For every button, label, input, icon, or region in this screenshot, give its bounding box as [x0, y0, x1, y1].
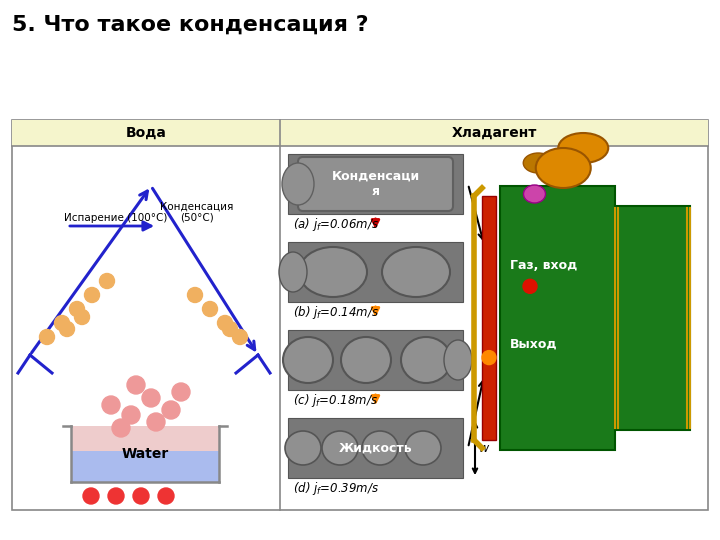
Bar [288, 242, 463, 302]
Text: Испарение (100°C): Испарение (100°C) [64, 213, 167, 223]
Circle shape [108, 488, 124, 504]
Circle shape [233, 329, 248, 345]
Bar [12, 120, 708, 510]
Ellipse shape [536, 148, 590, 188]
Ellipse shape [523, 153, 553, 173]
Circle shape [147, 413, 165, 431]
Circle shape [83, 488, 99, 504]
Circle shape [217, 315, 233, 330]
Circle shape [122, 406, 140, 424]
Ellipse shape [279, 252, 307, 292]
Bar [280, 120, 708, 146]
Text: (b) $j_f$=0.14m/s: (b) $j_f$=0.14m/s [293, 304, 379, 321]
Ellipse shape [523, 185, 546, 203]
Circle shape [202, 301, 217, 316]
Circle shape [222, 321, 238, 336]
Text: Конденсаци
я: Конденсаци я [331, 170, 420, 198]
Text: (c) $j_f$=0.18m/s: (c) $j_f$=0.18m/s [293, 392, 378, 409]
Ellipse shape [299, 247, 367, 297]
Circle shape [60, 321, 74, 336]
Circle shape [102, 396, 120, 414]
Circle shape [40, 329, 55, 345]
Ellipse shape [405, 431, 441, 465]
Text: 5. Что такое конденсация ?: 5. Что такое конденсация ? [12, 15, 369, 35]
Bar [288, 418, 463, 478]
Ellipse shape [341, 337, 391, 383]
Circle shape [187, 287, 202, 302]
Bar [12, 120, 280, 146]
Bar [71, 451, 219, 482]
Ellipse shape [285, 431, 321, 465]
Text: Вода: Вода [125, 126, 166, 140]
Circle shape [523, 279, 537, 293]
Bar [71, 426, 219, 451]
Ellipse shape [283, 337, 333, 383]
Text: (a) $j_f$=0.06m/s: (a) $j_f$=0.06m/s [293, 216, 379, 233]
Circle shape [99, 273, 114, 288]
Circle shape [112, 419, 130, 437]
Ellipse shape [401, 337, 451, 383]
Circle shape [74, 309, 89, 325]
Ellipse shape [282, 163, 314, 205]
Circle shape [84, 287, 99, 302]
Circle shape [158, 488, 174, 504]
Bar [500, 186, 615, 450]
Ellipse shape [322, 431, 358, 465]
Ellipse shape [444, 340, 472, 380]
Circle shape [127, 376, 145, 394]
Bar [482, 196, 496, 440]
Text: (d) $j_f$=0.39m/s: (d) $j_f$=0.39m/s [293, 480, 379, 497]
Text: Жидкость: Жидкость [338, 442, 413, 455]
FancyBboxPatch shape [298, 157, 453, 211]
Text: Water: Water [122, 447, 168, 461]
Text: Хладагент: Хладагент [451, 126, 536, 140]
Bar [288, 330, 463, 390]
Bar [615, 206, 690, 430]
Text: w: w [479, 442, 490, 455]
Circle shape [162, 401, 180, 419]
Text: Выход: Выход [510, 338, 557, 351]
Ellipse shape [558, 133, 608, 163]
Circle shape [482, 350, 496, 365]
Circle shape [133, 488, 149, 504]
Bar [288, 154, 463, 214]
Circle shape [172, 383, 190, 401]
Ellipse shape [362, 431, 398, 465]
Circle shape [55, 315, 70, 330]
Text: Конденсация
(50°C): Конденсация (50°C) [160, 201, 233, 223]
Text: Газ, вход: Газ, вход [510, 259, 577, 272]
Circle shape [70, 301, 84, 316]
Circle shape [142, 389, 160, 407]
Ellipse shape [382, 247, 450, 297]
